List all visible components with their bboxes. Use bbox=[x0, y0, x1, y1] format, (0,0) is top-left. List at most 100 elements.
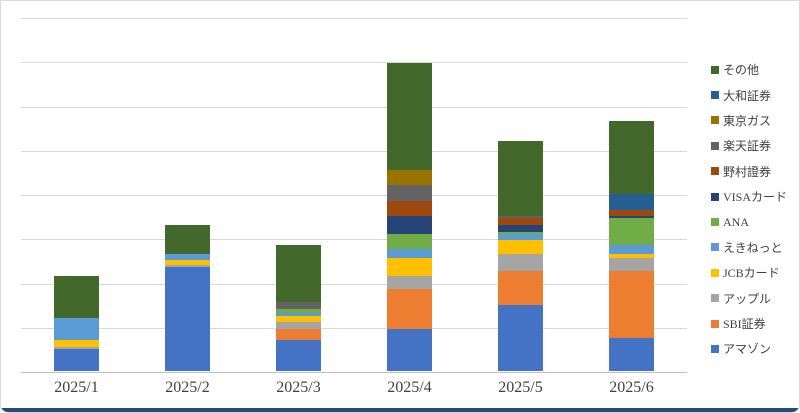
gridline bbox=[21, 327, 687, 329]
legend-label: 東京ガス bbox=[723, 113, 772, 128]
bar-segment-野村證券 bbox=[609, 209, 654, 217]
bar-segment-SBI証券 bbox=[387, 289, 432, 329]
gridline bbox=[21, 150, 687, 152]
bar-segment-アマゾン bbox=[276, 340, 321, 371]
bar-segment-アマゾン bbox=[609, 337, 654, 371]
bar-segment-ANA bbox=[387, 233, 432, 250]
bar-segment-アップル bbox=[54, 346, 99, 349]
legend-label: SBI証券 bbox=[723, 317, 766, 332]
legend-label: JCBカード bbox=[723, 266, 780, 281]
legend-label: アップル bbox=[723, 291, 772, 306]
legend-item-その他: その他 bbox=[711, 57, 799, 82]
bar-segment-楽天証券 bbox=[498, 216, 543, 219]
bar-segment-野村證券 bbox=[498, 218, 543, 225]
legend-item-ANA: ANA bbox=[711, 209, 799, 234]
bar-segment-アマゾン bbox=[387, 328, 432, 371]
bar-segment-アマゾン bbox=[54, 348, 99, 371]
bar-segment-アップル bbox=[387, 275, 432, 290]
gridline bbox=[21, 195, 687, 196]
stacked-bar-2025/2 bbox=[165, 225, 210, 371]
legend-swatch-icon bbox=[711, 116, 719, 125]
stacked-bar-2025/3 bbox=[276, 244, 321, 371]
legend-swatch-icon bbox=[711, 294, 719, 303]
bar-segment-VISAカード bbox=[609, 216, 654, 219]
stacked-bar-2025/5 bbox=[498, 140, 543, 371]
bar-segment-えきねっと bbox=[165, 253, 210, 261]
legend-item-アマゾン: アマゾン bbox=[711, 336, 799, 361]
legend-swatch-icon bbox=[711, 243, 719, 252]
gridline bbox=[21, 283, 687, 285]
x-axis-label-2025/6: 2025/6 bbox=[609, 379, 654, 396]
bar-segment-アマゾン bbox=[165, 267, 210, 371]
plot-area bbox=[21, 18, 687, 373]
legend-item-大和証券: 大和証券 bbox=[711, 82, 799, 107]
bar-segment-SBI証券 bbox=[609, 271, 654, 338]
bar-segment-VISAカード bbox=[498, 225, 543, 232]
bar-segment-SBI証券 bbox=[276, 328, 321, 341]
legend-swatch-icon bbox=[711, 192, 719, 201]
bar-segment-その他 bbox=[165, 225, 210, 254]
x-axis-label-2025/4: 2025/4 bbox=[387, 379, 432, 396]
bar-segment-その他 bbox=[276, 244, 321, 303]
stacked-bar-2025/6 bbox=[609, 121, 654, 371]
bar-segment-JCBカード bbox=[54, 340, 99, 347]
legend-item-東京ガス: 東京ガス bbox=[711, 108, 799, 133]
legend-item-楽天証券: 楽天証券 bbox=[711, 133, 799, 158]
legend-label: 大和証券 bbox=[723, 88, 772, 103]
x-axis-label-2025/5: 2025/5 bbox=[498, 379, 543, 396]
x-axis-label-2025/1: 2025/1 bbox=[54, 379, 99, 396]
legend-label: 野村證券 bbox=[723, 164, 772, 179]
gridline bbox=[21, 62, 687, 64]
bar-segment-えきねっと bbox=[498, 233, 543, 241]
gridline bbox=[21, 106, 687, 108]
figure-bottom-border bbox=[1, 408, 799, 412]
bar-segment-SBI証券 bbox=[498, 271, 543, 305]
bar-segment-JCBカード bbox=[498, 240, 543, 254]
legend-swatch-icon bbox=[711, 268, 719, 277]
bar-segment-えきねっと bbox=[387, 249, 432, 259]
x-axis-label-2025/3: 2025/3 bbox=[276, 379, 321, 396]
bar-segment-JCBカード bbox=[276, 315, 321, 323]
bar-segment-ANA bbox=[498, 231, 543, 234]
legend-swatch-icon bbox=[711, 91, 719, 100]
bar-segment-アップル bbox=[498, 253, 543, 272]
x-axis-labels: 2025/1 2025/2 2025/3 2025/4 2025/5 2025/6 bbox=[21, 379, 687, 401]
stacked-bar-2025/4 bbox=[387, 63, 432, 371]
legend-label: VISAカード bbox=[723, 190, 788, 205]
x-axis-line bbox=[21, 372, 687, 373]
legend-swatch-icon bbox=[711, 344, 719, 353]
stacked-bar-2025/1 bbox=[54, 275, 99, 371]
bar-segment-えきねっと bbox=[276, 313, 321, 316]
legend-swatch-icon bbox=[711, 141, 719, 150]
legend-item-VISAカード: VISAカード bbox=[711, 184, 799, 209]
bar-segment-VISAカード bbox=[387, 216, 432, 234]
legend-item-えきねっと: えきねっと bbox=[711, 235, 799, 260]
bar-segment-楽天証券 bbox=[276, 302, 321, 310]
gridline bbox=[21, 18, 687, 19]
legend-swatch-icon bbox=[711, 65, 719, 74]
legend-swatch-icon bbox=[711, 218, 719, 227]
bar-segment-JCBカード bbox=[165, 260, 210, 265]
gridline bbox=[21, 239, 687, 241]
bar-segment-楽天証券 bbox=[387, 185, 432, 201]
bar-segment-アップル bbox=[276, 322, 321, 329]
legend-label: ANA bbox=[723, 214, 749, 229]
x-axis-label-2025/2: 2025/2 bbox=[165, 379, 210, 396]
bar-segment-その他 bbox=[54, 275, 99, 318]
legend-item-JCBカード: JCBカード bbox=[711, 260, 799, 285]
bar-segment-JCBカード bbox=[609, 253, 654, 259]
bar-segment-その他 bbox=[498, 140, 543, 217]
legend-swatch-icon bbox=[711, 319, 719, 328]
legend-swatch-icon bbox=[711, 167, 719, 176]
bar-segment-アップル bbox=[609, 258, 654, 272]
bar-segment-その他 bbox=[609, 121, 654, 194]
legend-label: その他 bbox=[723, 63, 760, 78]
bar-segment-東京ガス bbox=[387, 169, 432, 186]
legend-item-アップル: アップル bbox=[711, 286, 799, 311]
legend-label: えきねっと bbox=[723, 240, 783, 255]
bar-segment-えきねっと bbox=[609, 244, 654, 254]
legend-item-SBI証券: SBI証券 bbox=[711, 311, 799, 336]
bar-segment-えきねっと bbox=[54, 317, 99, 341]
bar-segment-JCBカード bbox=[387, 258, 432, 276]
